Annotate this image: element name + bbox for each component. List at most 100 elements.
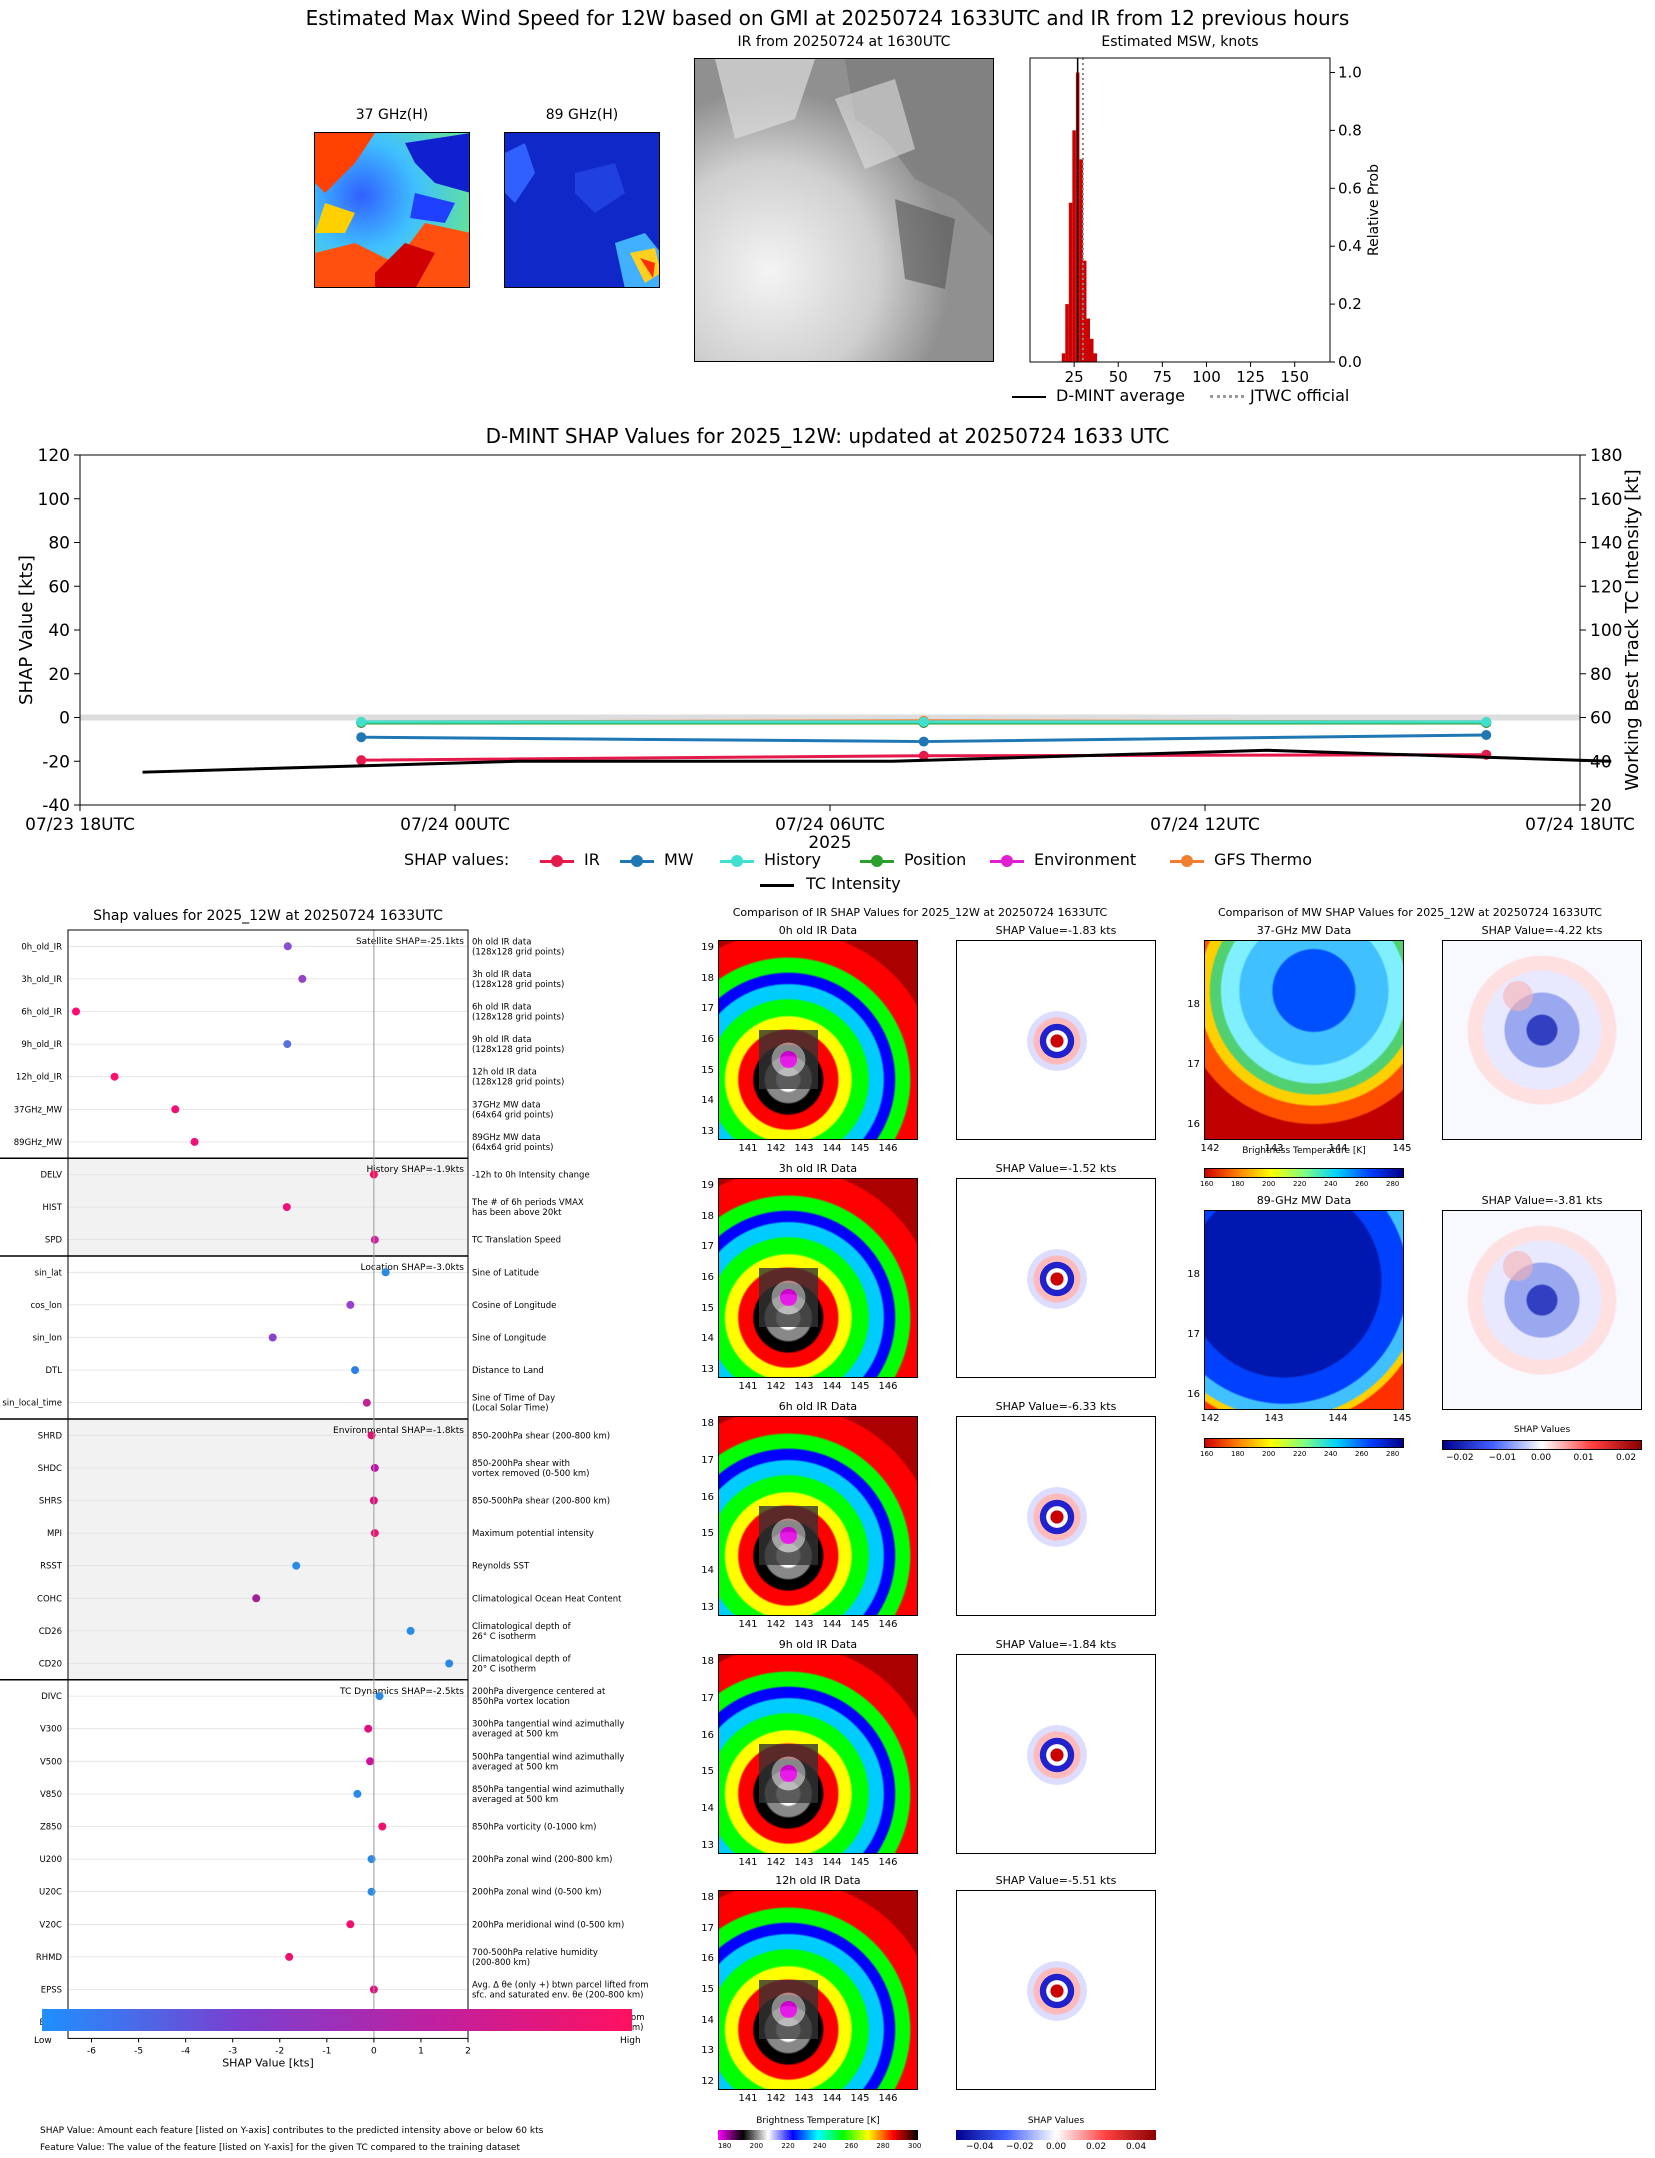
- mw-xtick-label: 145: [1392, 1413, 1412, 1424]
- feature-desc: averaged at 500 km: [472, 1762, 558, 1772]
- ir-row-right-title: SHAP Value=-5.51 kts: [995, 1874, 1117, 1887]
- feature-desc: 6h old IR data: [472, 1003, 531, 1013]
- mw-xtick-label: 143: [1264, 1413, 1284, 1424]
- msw-bar: [1082, 260, 1087, 362]
- ir-row-right-title: SHAP Value=-1.52 kts: [995, 1162, 1117, 1175]
- feature-point: [353, 1789, 362, 1798]
- msw-bar: [1086, 318, 1090, 362]
- feature-point: [252, 1594, 261, 1603]
- zero-band: [80, 714, 1580, 721]
- msw-bar: [1072, 130, 1076, 362]
- feature-point: [346, 1300, 355, 1309]
- ir-ytick-label: 12: [701, 2076, 714, 2087]
- ir-shap-center: [1027, 1961, 1087, 2021]
- feature-desc: (128x128 grid points): [472, 980, 564, 990]
- legend-jtwc-line: [1210, 395, 1244, 398]
- feature-desc: 200hPa meridional wind (0-500 km): [472, 1920, 624, 1930]
- msw-ylabel: Relative Prob: [1366, 164, 1380, 256]
- mw-bt-tick: 180: [1231, 1450, 1245, 1458]
- feature-desc: sfc. and saturated env. θe (200-800 km): [472, 1991, 644, 2001]
- feature-point: [351, 1366, 360, 1375]
- feature-desc: 200hPa divergence centered at: [472, 1687, 606, 1697]
- feature-xtick-label: -4: [181, 2046, 190, 2056]
- ir-xtick-label: 142: [766, 1143, 786, 1154]
- mw-shap-tick: −0.02: [1446, 1453, 1474, 1463]
- msw-bar: [1061, 353, 1066, 362]
- feature-desc: (64x64 grid points): [472, 1143, 553, 1153]
- series-point-history: [918, 716, 929, 727]
- feature-point: [283, 942, 292, 951]
- bar-panel-title: Shap values for 2025_12W at 20250724 163…: [93, 908, 443, 924]
- msw-xtick-label: 25: [1065, 368, 1084, 386]
- mw-ytick-label: 18: [1187, 1269, 1200, 1280]
- mw-bt-tick: 280: [1386, 1180, 1400, 1188]
- feature-xtick-label: -1: [322, 2046, 331, 2056]
- group-label: Location SHAP=-3.0kts: [360, 1263, 464, 1273]
- ir-ytick-label: 16: [701, 1491, 714, 1503]
- ir-ytick-label: 18: [701, 972, 714, 984]
- feature-name: sin_lat: [35, 1268, 63, 1278]
- mw-panel-title: Comparison of MW SHAP Values for 2025_12…: [1218, 906, 1602, 919]
- ir-ytick-label: 15: [701, 1302, 714, 1314]
- mw37-image: [314, 132, 470, 288]
- mw-shap-tick: 0.00: [1531, 1453, 1552, 1463]
- ir-row-left-title: 12h old IR Data: [775, 1874, 861, 1887]
- feature-desc: (128x128 grid points): [472, 947, 564, 957]
- ir-cold-cloud-core: [758, 1030, 818, 1090]
- ir-cold-cloud-core: [758, 1980, 818, 2040]
- feature-desc: 850-200hPa shear (200-800 km): [472, 1431, 610, 1441]
- feature-desc: 9h old IR data: [472, 1035, 531, 1045]
- mw-xtick-label: 144: [1328, 1143, 1348, 1154]
- feature-point: [366, 1757, 375, 1766]
- legend-marker-environment: [1001, 855, 1013, 867]
- mw-ytick-label: 17: [1187, 1059, 1200, 1070]
- feature-desc: 20° C isotherm: [472, 1665, 536, 1675]
- ir-ytick-label: 16: [701, 1034, 714, 1045]
- mw-bt-tick: 200: [1262, 1450, 1276, 1458]
- feature-desc: (Local Solar Time): [472, 1404, 549, 1414]
- feature-xtick-label: -5: [134, 2046, 143, 2056]
- ts-xtick-label: 07/24 18UTC: [1525, 815, 1635, 835]
- mw-bt-tick: 260: [1355, 1450, 1369, 1458]
- feature-name: sin_local_time: [2, 1399, 62, 1409]
- ir-row-right-title: SHAP Value=-6.33 kts: [995, 1400, 1117, 1413]
- mw-ytick-label: 17: [1187, 1329, 1200, 1340]
- ir-xtick-label: 141: [738, 2093, 758, 2104]
- ir-bt-image: [718, 1654, 918, 1854]
- feature-point: [362, 1398, 371, 1407]
- ts-ytick-label: 0: [59, 709, 70, 729]
- feature-point: [171, 1105, 180, 1114]
- ir-xtick-label: 145: [850, 1143, 870, 1154]
- feature-desc: -12h to 0h Intensity change: [472, 1171, 590, 1181]
- mw-bt-tick: 280: [1386, 1450, 1400, 1458]
- ir-xtick-label: 146: [878, 1381, 898, 1392]
- msw-xtick-label: 75: [1153, 368, 1172, 386]
- legend-title: SHAP values:: [404, 850, 510, 869]
- ir-xtick-label: 142: [766, 2093, 786, 2104]
- feature-name: cos_lon: [30, 1301, 62, 1311]
- feature-name: 3h_old_IR: [21, 975, 62, 985]
- mw-ytick-label: 16: [1187, 1119, 1200, 1130]
- msw-title: Estimated MSW, knots: [1101, 34, 1259, 50]
- msw-bar: [1090, 338, 1094, 362]
- mw-row-right-title: SHAP Value=-4.22 kts: [1481, 924, 1603, 937]
- ir-xtick-label: 143: [794, 1143, 814, 1154]
- series-point-ir: [356, 755, 367, 766]
- feature-name: DELV: [40, 1171, 62, 1181]
- legend-label-environment: Environment: [1034, 850, 1137, 869]
- feature-point: [370, 1463, 379, 1472]
- ir-shap-tick: 0.02: [1086, 2142, 1107, 2152]
- feature-xtick-label: 0: [371, 2046, 377, 2056]
- feature-shap-chart: Satellite SHAP=-25.1kts 0h_old_IR 0h old I…: [0, 929, 649, 2069]
- ir-xtick-label: 144: [822, 2093, 842, 2104]
- ir-ytick-label: 14: [701, 1333, 714, 1345]
- legend-marker-ir: [551, 855, 563, 867]
- ir-bt-tick: 300: [908, 2142, 922, 2150]
- series-point-history: [1481, 716, 1492, 727]
- feature-point: [72, 1007, 80, 1016]
- ir-ytick-label: 18: [701, 1656, 714, 1667]
- feature-name: U200: [40, 1855, 62, 1865]
- ir-ytick-label: 14: [701, 1095, 714, 1107]
- feature-name: V850: [40, 1790, 62, 1800]
- feature-point: [370, 1529, 379, 1538]
